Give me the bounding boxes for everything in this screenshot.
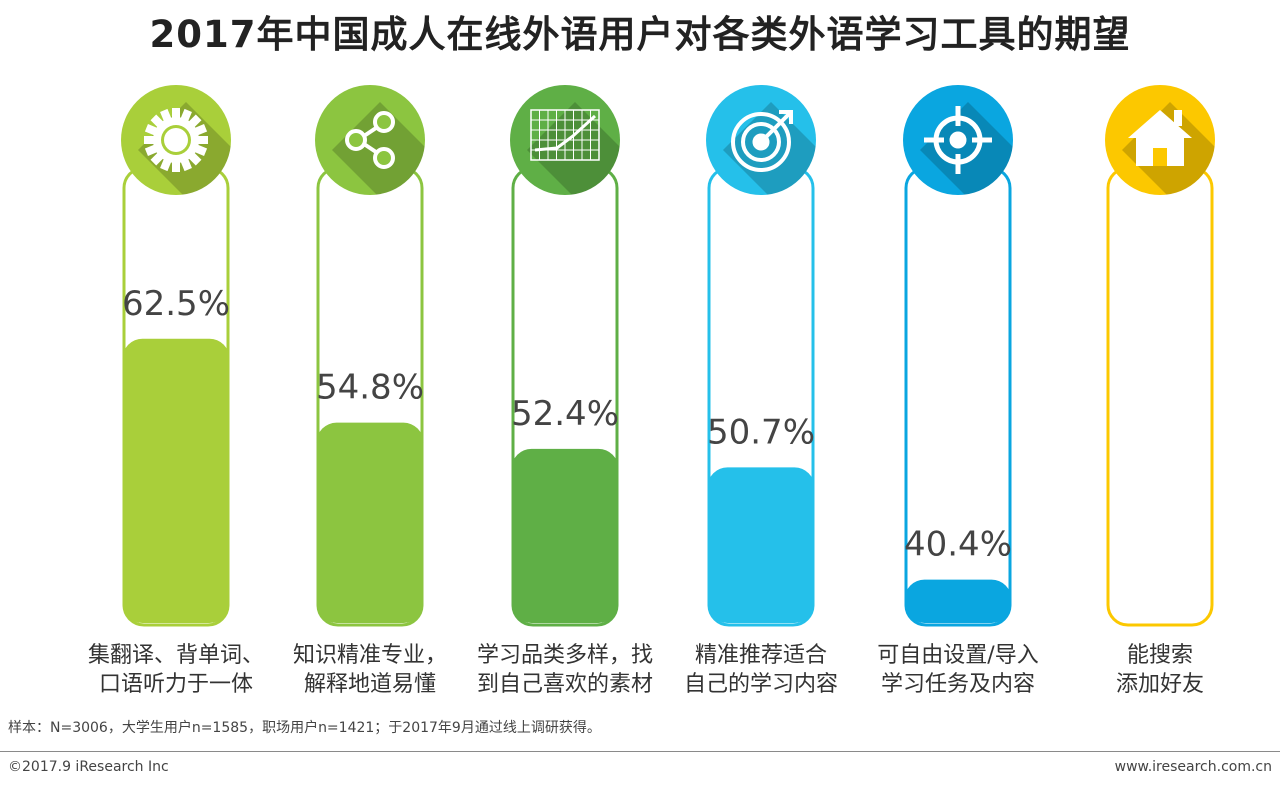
bar-outline-5 [1106,166,1214,627]
bar-fill-0 [122,338,230,623]
chart-title: 2017年中国成人在线外语用户对各类外语学习工具的期望 [149,13,1131,56]
category-label-2-line-2: 到自己喜欢的素材 [476,672,653,697]
bar-fill-2 [511,448,619,623]
category-label-0-line-1: 集翻译、背单词、 [87,643,264,668]
share-icon [345,111,395,169]
category-label-1-line-2: 解释地道易懂 [303,672,436,697]
footer-divider [0,751,1280,752]
category-label-4-line-1: 可自由设置/导入 [877,643,1039,668]
category-label-2-line-1: 学习品类多样，找 [476,643,653,668]
bar-chart: 62.5% 54.8% 52.4% 50.7% 40.4% 27.4% [121,85,1215,627]
bar-group-5: 27.4% [1105,85,1215,627]
website-text: www.iresearch.com.cn [1114,759,1272,775]
bar-fill-1 [316,422,424,623]
value-label-1: 54.8% [316,368,424,408]
bar-group-0: 62.5% [121,85,231,627]
bar-fill-3 [707,467,815,623]
value-label-4: 40.4% [904,525,1012,565]
growth-chart-icon [530,109,600,161]
category-label-0: 集翻译、背单词、 口语听力于一体 [76,641,276,699]
category-label-3: 精准推荐适合 自己的学习内容 [661,641,861,699]
bullseye-arrow-icon [731,110,793,172]
category-label-4-line-2: 学习任务及内容 [880,672,1035,697]
bar-group-1: 54.8% [315,85,425,627]
bar-group-4: 40.4% [903,85,1013,627]
icon-badge-1 [315,85,425,195]
copyright-text: ©2017.9 iResearch Inc [8,759,169,775]
category-label-3-line-2: 自己的学习内容 [683,672,838,697]
category-label-1-line-1: 知识精准专业， [292,643,447,668]
home-icon [1128,110,1192,166]
icon-shadow-2 [527,102,620,195]
value-label-0: 62.5% [122,284,230,324]
category-label-1: 知识精准专业， 解释地道易懂 [270,641,470,699]
category-label-3-line-1: 精准推荐适合 [694,643,827,668]
value-label-3: 50.7% [707,412,815,452]
category-label-5-line-2: 添加好友 [1115,672,1204,697]
value-label-2: 52.4% [511,394,619,434]
category-label-5: 能搜索 添加好友 [1060,641,1260,699]
category-label-2: 学习品类多样，找 到自己喜欢的素材 [465,641,665,699]
sample-footnote: 样本：N=3006，大学生用户n=1585，职场用户n=1421；于2017年9… [8,720,601,736]
category-label-4: 可自由设置/导入 学习任务及内容 [858,641,1058,699]
gear-icon [144,108,208,172]
bar-fill-4 [904,579,1012,623]
category-label-5-line-1: 能搜索 [1126,643,1193,668]
bar-group-2: 52.4% [510,85,620,627]
crosshair-icon [924,106,992,174]
category-label-0-line-2: 口语听力于一体 [98,672,253,697]
bar-group-3: 50.7% [706,85,816,627]
icon-shadow-3 [723,102,816,195]
